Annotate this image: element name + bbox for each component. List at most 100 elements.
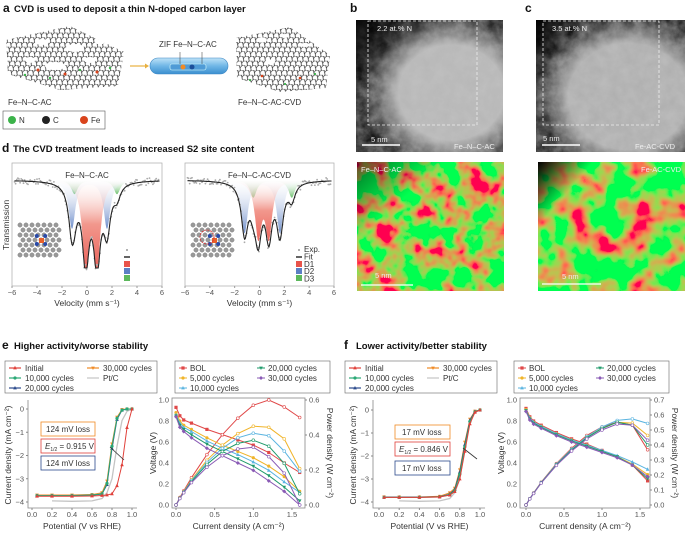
shift-arrow xyxy=(109,446,125,461)
legend-marker xyxy=(181,386,185,390)
x-axis-label: Current density (A cm⁻²) xyxy=(193,521,285,531)
y-tick-label: −4 xyxy=(360,498,369,507)
y2-tick-label: 0.3 xyxy=(654,456,664,465)
voltage-point xyxy=(282,485,287,490)
y2-tick-label: 0.2 xyxy=(654,471,664,480)
data-point-exp xyxy=(273,216,276,219)
data-point-exp xyxy=(29,179,32,181)
data-point-exp xyxy=(36,178,38,181)
component-d1 xyxy=(191,180,328,242)
data-point-exp xyxy=(23,179,26,181)
x-axis-label: Velocity (mm s⁻¹) xyxy=(54,298,120,308)
power-point xyxy=(267,455,271,459)
legend-label: 20,000 cycles xyxy=(365,384,414,393)
power-point xyxy=(251,424,256,428)
voltage-point xyxy=(645,467,650,471)
power-point xyxy=(645,421,650,426)
map-label: Fe-AC-CVD xyxy=(641,165,682,174)
power-point xyxy=(236,441,240,446)
power-point xyxy=(645,433,650,438)
voltage-point xyxy=(266,468,271,472)
x-tick-label: 0.6 xyxy=(87,510,97,519)
component-d1 xyxy=(18,180,156,268)
power-point xyxy=(178,496,182,501)
data-point-exp xyxy=(326,178,329,180)
legend-box xyxy=(513,360,670,394)
nitrogen-atom xyxy=(216,242,221,246)
sheet-label-after: Fe–N–C-AC-CVD xyxy=(238,98,301,107)
panel-d: d The CVD treatment leads to increased S… xyxy=(1,141,336,308)
sheet-label-before: Fe–N–C-AC xyxy=(8,98,52,107)
graphene-sheet-after xyxy=(236,27,330,92)
data-point xyxy=(397,495,401,499)
carbon-atom xyxy=(193,227,199,233)
voltage-point xyxy=(251,464,256,469)
carbon-atom xyxy=(220,232,226,238)
x-tick-label: 0.0 xyxy=(521,510,531,519)
data-point-exp xyxy=(267,247,269,250)
voltage-point xyxy=(236,449,240,454)
legend-marker xyxy=(13,386,17,390)
legend-box xyxy=(4,360,158,394)
voltage-point xyxy=(205,436,209,440)
data-point-exp xyxy=(203,178,206,180)
panel-title: Lower activity/better stability xyxy=(356,341,488,352)
legend-label-fe: Fe xyxy=(91,116,101,125)
y-tick-label: −4 xyxy=(15,498,24,507)
data-point-exp xyxy=(91,236,93,239)
legend-label: 20,000 cycles xyxy=(25,384,74,393)
annotations: 124 mV loss E1/2 = 0.915 V 124 mV loss xyxy=(40,421,125,471)
voltage-point xyxy=(236,452,240,456)
legend-label: Initial xyxy=(25,364,44,373)
data-point-exp xyxy=(38,177,41,180)
y-tick-label: 0 xyxy=(365,406,369,415)
data-point-exp xyxy=(22,182,25,185)
scale-label: 5 nm xyxy=(562,272,579,281)
x-tick-label: 1.5 xyxy=(287,510,297,519)
power-point xyxy=(236,416,240,420)
voltage-point xyxy=(251,443,255,447)
roi-box xyxy=(367,20,478,126)
data-point xyxy=(417,495,422,499)
voltage-point xyxy=(554,433,559,438)
power-point xyxy=(615,422,619,426)
panel-letter: b xyxy=(350,1,357,15)
carbon-atom xyxy=(217,237,223,243)
voltage-point xyxy=(539,426,544,431)
x-tick-label: 0.5 xyxy=(559,510,569,519)
legend-label: Initial xyxy=(365,364,384,373)
carbon-atom xyxy=(199,227,205,233)
carbon-atom xyxy=(214,222,220,228)
power-point xyxy=(531,491,536,496)
iron-atom-icon xyxy=(80,116,88,124)
voltage-point xyxy=(524,409,528,414)
y-tick-label: 1.0 xyxy=(507,396,517,405)
data-point-exp xyxy=(216,182,219,185)
voltage-point xyxy=(297,499,302,503)
carbon-atom xyxy=(35,252,41,258)
lsv-plot: 0.0 0.2 0.4 0.6 0.8 1.0 0 −1 −2 −3 −4 Potential (V … xyxy=(3,360,158,531)
x-tick-label: 0.4 xyxy=(67,510,77,519)
x-tick-label: 0 xyxy=(257,288,261,297)
voltage-point xyxy=(267,450,271,455)
data-point xyxy=(90,493,94,498)
y2-axis-label: Power density (W cm⁻²) xyxy=(325,408,335,499)
data-point-exp xyxy=(134,180,136,183)
x-tick-label: −6 xyxy=(8,288,17,297)
voltage-point xyxy=(251,456,255,460)
carbon-atom xyxy=(29,222,35,228)
carbon-atom xyxy=(229,237,235,243)
carbon-atom xyxy=(208,252,214,258)
carbon-atom xyxy=(190,232,196,238)
carbon-atom xyxy=(17,232,23,238)
x-tick-label: −2 xyxy=(230,288,239,297)
carbon-atom xyxy=(32,227,38,233)
carbon-atom xyxy=(44,227,50,233)
x-tick-label: −2 xyxy=(58,288,67,297)
legend-marker xyxy=(520,376,524,380)
power-point xyxy=(220,432,225,437)
power-point xyxy=(282,405,286,409)
data-point-exp xyxy=(45,183,47,186)
